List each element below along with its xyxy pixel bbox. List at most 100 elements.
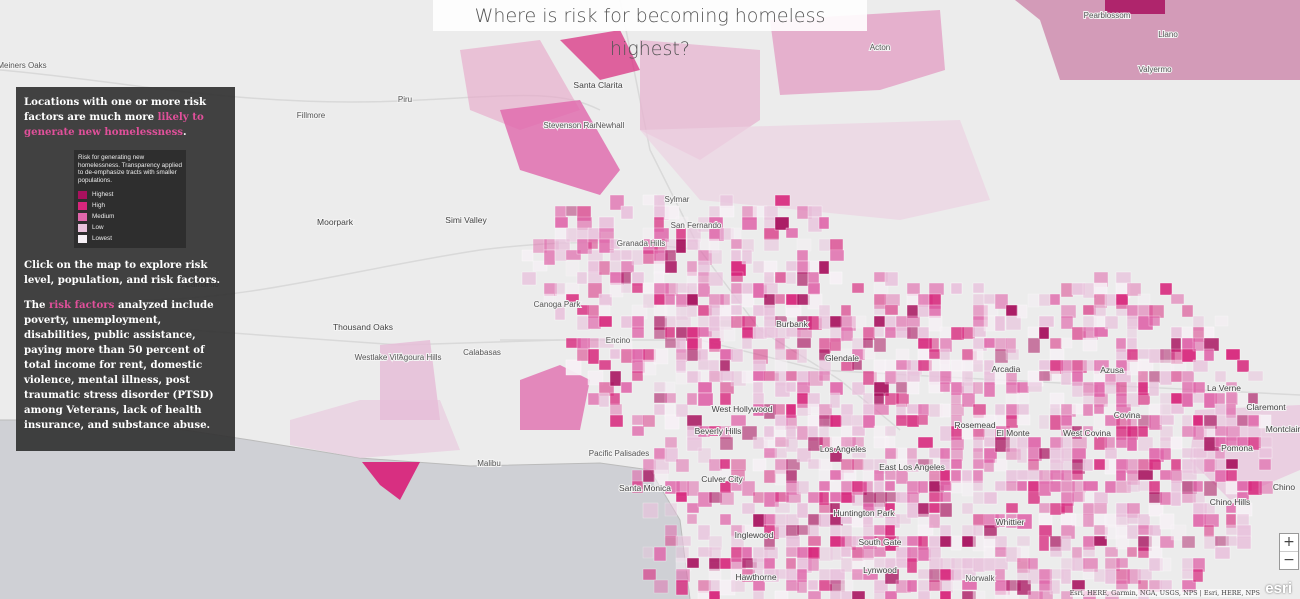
tract[interactable] <box>939 502 953 518</box>
tract[interactable] <box>1038 524 1053 538</box>
tract[interactable] <box>708 590 721 599</box>
tract[interactable] <box>1159 282 1173 296</box>
tract[interactable] <box>1181 348 1197 363</box>
tract[interactable] <box>994 348 1009 364</box>
tract[interactable] <box>939 535 953 548</box>
tract[interactable] <box>609 348 621 360</box>
tract[interactable] <box>774 425 786 441</box>
tract[interactable] <box>961 579 978 591</box>
tract[interactable] <box>774 216 790 231</box>
tract[interactable] <box>1115 469 1127 482</box>
tract[interactable] <box>1082 568 1095 580</box>
tract[interactable] <box>1049 546 1063 558</box>
tract[interactable] <box>972 557 986 573</box>
tract[interactable] <box>587 370 604 386</box>
tract[interactable] <box>939 491 952 503</box>
tract[interactable] <box>1148 524 1162 537</box>
tract[interactable] <box>851 590 866 599</box>
tract[interactable] <box>950 480 963 494</box>
tract[interactable] <box>686 436 703 452</box>
tract[interactable] <box>906 579 918 593</box>
tract[interactable] <box>1005 414 1019 429</box>
tract[interactable] <box>884 304 899 316</box>
tract[interactable] <box>1137 359 1154 372</box>
tract[interactable] <box>697 348 709 362</box>
tract[interactable] <box>939 359 951 372</box>
tract[interactable] <box>1060 370 1072 386</box>
tract[interactable] <box>1016 414 1031 426</box>
tract[interactable] <box>983 315 997 332</box>
tract[interactable] <box>554 304 566 321</box>
tract[interactable] <box>851 381 866 396</box>
tract[interactable] <box>972 447 984 460</box>
tract[interactable] <box>741 216 758 231</box>
tract[interactable] <box>1192 568 1204 583</box>
tract[interactable] <box>730 304 743 316</box>
tract[interactable] <box>785 370 798 382</box>
tract[interactable] <box>862 568 879 581</box>
tract[interactable] <box>554 205 567 219</box>
tract[interactable] <box>686 502 700 514</box>
tract[interactable] <box>521 249 534 262</box>
tract[interactable] <box>1170 491 1182 507</box>
tract[interactable] <box>917 436 934 449</box>
tract[interactable] <box>939 480 953 492</box>
tract[interactable] <box>1214 370 1227 383</box>
tract[interactable] <box>708 579 721 593</box>
tract[interactable] <box>741 480 756 497</box>
tract[interactable] <box>741 425 758 441</box>
tract[interactable] <box>1060 568 1072 585</box>
tract[interactable] <box>1258 414 1272 429</box>
tract[interactable] <box>1082 403 1094 417</box>
tract[interactable] <box>1027 480 1040 494</box>
tract[interactable] <box>719 205 735 218</box>
tract[interactable] <box>1126 524 1139 540</box>
tract[interactable] <box>939 403 951 418</box>
tract[interactable] <box>851 282 865 294</box>
tract[interactable] <box>862 458 875 472</box>
tract[interactable] <box>1192 480 1204 493</box>
tract[interactable] <box>818 370 831 382</box>
tract[interactable] <box>1159 513 1175 530</box>
tract[interactable] <box>719 458 731 470</box>
tract[interactable] <box>1126 381 1138 393</box>
tract[interactable] <box>873 403 890 416</box>
tract[interactable] <box>1071 381 1084 398</box>
tract[interactable] <box>631 282 644 294</box>
tract[interactable] <box>917 524 934 536</box>
tract[interactable] <box>1192 315 1205 332</box>
tract[interactable] <box>851 458 865 471</box>
tract[interactable] <box>1038 315 1055 328</box>
tract[interactable] <box>851 436 865 448</box>
tract[interactable] <box>1137 436 1154 452</box>
tract[interactable] <box>719 293 731 307</box>
tract[interactable] <box>620 249 633 261</box>
tract[interactable] <box>587 260 600 274</box>
tract[interactable] <box>697 381 713 394</box>
tract[interactable] <box>1126 436 1138 452</box>
tract[interactable] <box>642 502 659 519</box>
tract[interactable] <box>950 579 963 591</box>
tract[interactable] <box>972 436 984 453</box>
tract[interactable] <box>972 524 984 537</box>
tract[interactable] <box>774 271 787 284</box>
tract[interactable] <box>1071 469 1084 481</box>
tract[interactable] <box>653 469 669 486</box>
tract[interactable] <box>708 359 720 373</box>
tract[interactable] <box>829 447 843 463</box>
tract[interactable] <box>708 348 722 360</box>
tract[interactable] <box>730 348 744 363</box>
tract[interactable] <box>774 315 788 327</box>
tract[interactable] <box>796 425 809 441</box>
tract[interactable] <box>884 425 897 437</box>
tract[interactable] <box>675 491 688 503</box>
tract[interactable] <box>1027 568 1041 585</box>
tract[interactable] <box>763 546 779 560</box>
tract[interactable] <box>1126 282 1142 297</box>
tract[interactable] <box>1093 414 1106 430</box>
tract[interactable] <box>642 568 657 581</box>
tract[interactable] <box>1181 568 1195 580</box>
tract[interactable] <box>1016 392 1030 404</box>
tract[interactable] <box>785 227 799 239</box>
tract[interactable] <box>1148 458 1162 471</box>
